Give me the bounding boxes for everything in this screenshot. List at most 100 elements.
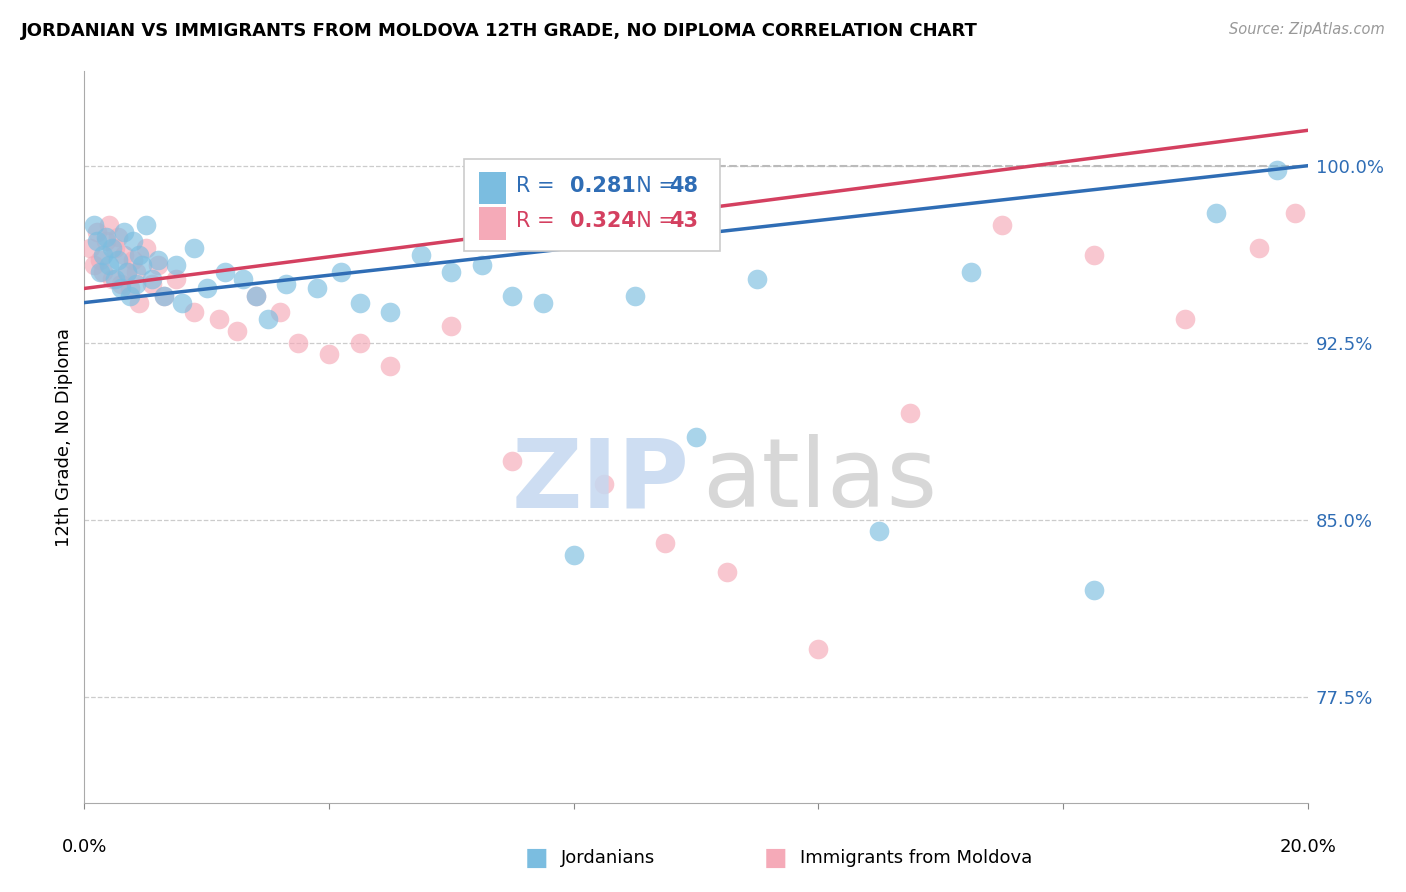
Point (153, 288, 176, 302)
Text: R =: R = (516, 177, 561, 196)
Point (269, 305, 291, 319)
Point (91, 265, 114, 279)
Point (122, 234, 145, 248)
Point (101, 272, 124, 286)
Text: N =: N = (623, 211, 682, 231)
Point (165, 258, 187, 272)
Text: atlas: atlas (702, 434, 938, 527)
Text: 43: 43 (669, 211, 697, 231)
Text: Source: ZipAtlas.com: Source: ZipAtlas.com (1229, 22, 1385, 37)
Point (716, 565, 738, 579)
Point (172, 295, 194, 310)
Text: Jordanians: Jordanians (561, 848, 655, 867)
Point (91, 248, 114, 262)
Point (104, 272, 127, 286)
Point (79, 241, 101, 255)
Point (120, 281, 142, 295)
Point (183, 305, 205, 319)
Text: ■: ■ (763, 846, 787, 870)
Point (440, 265, 463, 279)
Y-axis label: 12th Grade, No Diploma: 12th Grade, No Diploma (55, 327, 73, 547)
Point (94, 229, 117, 244)
Point (807, 642, 830, 657)
Point (141, 277, 163, 291)
Point (330, 265, 353, 279)
Point (125, 277, 148, 291)
Point (380, 359, 402, 374)
Text: ZIP: ZIP (512, 434, 690, 527)
Text: 0.324: 0.324 (569, 211, 636, 231)
Point (531, 295, 554, 310)
Point (276, 277, 298, 291)
Point (208, 312, 231, 326)
Point (502, 288, 524, 302)
Point (245, 288, 267, 302)
Point (349, 335, 371, 350)
Point (107, 253, 129, 268)
Point (89, 265, 111, 279)
Point (960, 265, 983, 279)
Point (94, 234, 117, 248)
Point (1083, 248, 1105, 262)
Text: 0.281: 0.281 (569, 177, 636, 196)
Point (131, 258, 153, 272)
Point (110, 277, 132, 291)
Point (146, 253, 169, 268)
Point (685, 430, 707, 444)
Point (257, 312, 280, 326)
Point (86, 234, 108, 248)
Point (195, 281, 218, 295)
Text: 48: 48 (669, 177, 697, 196)
Point (1265, 163, 1288, 178)
Point (165, 272, 187, 286)
Text: N =: N = (623, 177, 682, 196)
Point (562, 548, 585, 562)
Point (128, 295, 150, 310)
Point (97, 218, 120, 232)
Text: R =: R = (516, 211, 561, 231)
Text: JORDANIAN VS IMMIGRANTS FROM MOLDOVA 12TH GRADE, NO DIPLOMA CORRELATION CHART: JORDANIAN VS IMMIGRANTS FROM MOLDOVA 12T… (21, 22, 979, 40)
Point (349, 295, 371, 310)
Point (305, 281, 328, 295)
Point (1083, 583, 1105, 598)
Point (226, 324, 249, 338)
Point (83, 218, 105, 232)
Text: 0.0%: 0.0% (62, 838, 107, 856)
Point (107, 229, 129, 244)
Point (141, 272, 163, 286)
Point (183, 241, 205, 255)
Point (101, 241, 124, 255)
Point (153, 288, 176, 302)
Point (146, 258, 169, 272)
Point (747, 272, 769, 286)
Point (409, 248, 432, 262)
Point (112, 225, 135, 239)
FancyBboxPatch shape (479, 171, 506, 204)
Point (593, 477, 616, 491)
Text: ■: ■ (524, 846, 548, 870)
Point (122, 253, 145, 268)
Point (440, 319, 463, 334)
Point (112, 248, 135, 262)
Point (86, 225, 108, 239)
Point (869, 524, 891, 539)
Point (898, 407, 921, 421)
Point (1284, 206, 1306, 220)
Point (104, 241, 127, 255)
Point (135, 218, 157, 232)
Point (232, 272, 254, 286)
FancyBboxPatch shape (464, 159, 720, 251)
Point (991, 218, 1014, 232)
Point (89, 253, 111, 268)
Point (128, 248, 150, 262)
Point (125, 265, 148, 279)
Point (245, 288, 267, 302)
Point (135, 241, 157, 255)
Point (120, 288, 142, 302)
Point (624, 288, 647, 302)
Point (380, 305, 402, 319)
Point (471, 258, 494, 272)
Point (214, 265, 236, 279)
Point (110, 281, 132, 295)
Point (1247, 241, 1270, 255)
